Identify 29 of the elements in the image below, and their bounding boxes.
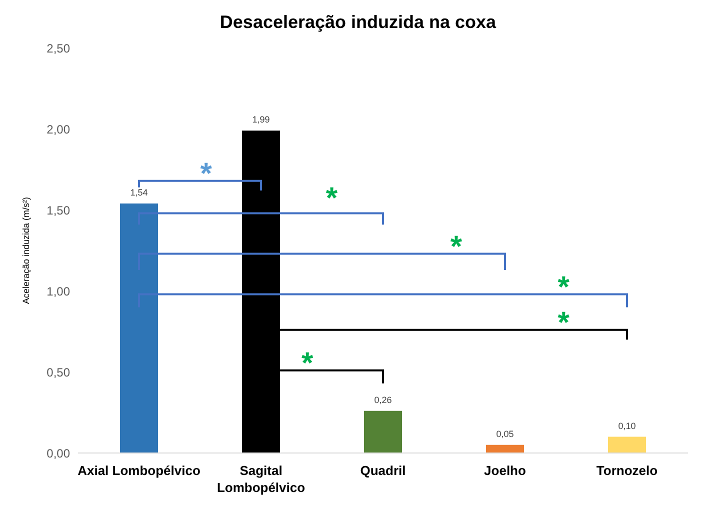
y-tick-label: 2,50 — [46, 41, 70, 56]
y-tick-label: 1,00 — [46, 284, 70, 298]
annotation: * — [558, 270, 570, 304]
y-tick-label: 0,00 — [46, 446, 70, 460]
data-label: 0,05 — [496, 428, 514, 439]
annotation: * — [450, 230, 462, 264]
annotation: * — [326, 182, 338, 215]
x-tick-label: Joelho — [484, 463, 526, 478]
bar — [608, 436, 646, 453]
y-tick-label: 2,00 — [46, 122, 70, 136]
x-tick-label: Tornozelo — [596, 463, 658, 478]
y-tick-label: 1,50 — [46, 203, 70, 218]
y-axis-title: Aceleração induzida (m/s²) — [21, 196, 32, 304]
data-label: 1,54 — [130, 188, 148, 198]
x-tick-label: Axial Lombopélvico — [78, 463, 200, 478]
annotation: * — [200, 158, 212, 190]
data-label: 0,26 — [374, 394, 392, 405]
data-label: 1,99 — [252, 114, 270, 125]
bar — [364, 410, 402, 453]
annotation: * — [302, 347, 314, 380]
x-tick-label: Sagital Lombopélvico — [216, 463, 306, 495]
bar — [486, 444, 524, 453]
annotation: * — [558, 306, 570, 340]
y-tick-label: 0,50 — [46, 365, 70, 380]
chart-title: Desaceleração induzida na coxa — [218, 12, 498, 33]
bar — [120, 204, 158, 453]
x-tick-label: Quadril — [360, 463, 406, 478]
bar — [242, 130, 280, 453]
data-label: 0,10 — [618, 420, 636, 431]
